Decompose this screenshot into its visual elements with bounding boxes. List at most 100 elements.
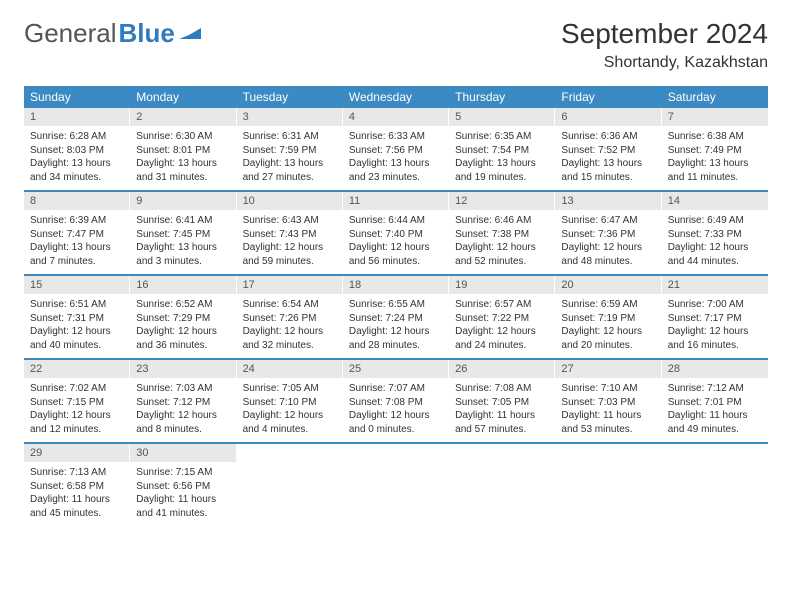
calendar-day: 11Sunrise: 6:44 AMSunset: 7:40 PMDayligh… bbox=[343, 192, 449, 274]
sunset-line: Sunset: 7:40 PM bbox=[349, 228, 443, 242]
day-body: Sunrise: 6:54 AMSunset: 7:26 PMDaylight:… bbox=[237, 294, 343, 358]
daylight-line: Daylight: 13 hours and 11 minutes. bbox=[668, 157, 762, 184]
sunrise-line: Sunrise: 6:39 AM bbox=[30, 214, 124, 228]
sunset-line: Sunset: 7:03 PM bbox=[561, 396, 655, 410]
sunrise-line: Sunrise: 7:07 AM bbox=[349, 382, 443, 396]
daylight-line: Daylight: 13 hours and 23 minutes. bbox=[349, 157, 443, 184]
sunset-line: Sunset: 7:15 PM bbox=[30, 396, 124, 410]
location-label: Shortandy, Kazakhstan bbox=[561, 54, 768, 72]
weekday-header-row: SundayMondayTuesdayWednesdayThursdayFrid… bbox=[24, 86, 768, 108]
sunset-line: Sunset: 7:05 PM bbox=[455, 396, 549, 410]
daylight-line: Daylight: 12 hours and 4 minutes. bbox=[243, 409, 337, 436]
sunset-line: Sunset: 7:52 PM bbox=[561, 144, 655, 158]
daylight-line: Daylight: 12 hours and 32 minutes. bbox=[243, 325, 337, 352]
day-body: Sunrise: 6:33 AMSunset: 7:56 PMDaylight:… bbox=[343, 126, 449, 190]
day-number: 28 bbox=[662, 360, 768, 378]
day-number: 5 bbox=[449, 108, 555, 126]
sunrise-line: Sunrise: 6:38 AM bbox=[668, 130, 762, 144]
calendar-day: 3Sunrise: 6:31 AMSunset: 7:59 PMDaylight… bbox=[237, 108, 343, 190]
sunset-line: Sunset: 7:08 PM bbox=[349, 396, 443, 410]
daylight-line: Daylight: 12 hours and 20 minutes. bbox=[561, 325, 655, 352]
calendar-day bbox=[343, 444, 449, 526]
calendar-day: 22Sunrise: 7:02 AMSunset: 7:15 PMDayligh… bbox=[24, 360, 130, 442]
day-body: Sunrise: 6:51 AMSunset: 7:31 PMDaylight:… bbox=[24, 294, 130, 358]
day-number: 30 bbox=[130, 444, 236, 462]
sunrise-line: Sunrise: 7:00 AM bbox=[668, 298, 762, 312]
day-number: 10 bbox=[237, 192, 343, 210]
day-number: 26 bbox=[449, 360, 555, 378]
calendar-day: 1Sunrise: 6:28 AMSunset: 8:03 PMDaylight… bbox=[24, 108, 130, 190]
sunrise-line: Sunrise: 6:44 AM bbox=[349, 214, 443, 228]
sunrise-line: Sunrise: 6:43 AM bbox=[243, 214, 337, 228]
daylight-line: Daylight: 12 hours and 24 minutes. bbox=[455, 325, 549, 352]
calendar-day bbox=[662, 444, 768, 526]
calendar-week: 22Sunrise: 7:02 AMSunset: 7:15 PMDayligh… bbox=[24, 360, 768, 444]
daylight-line: Daylight: 12 hours and 36 minutes. bbox=[136, 325, 230, 352]
daylight-line: Daylight: 12 hours and 48 minutes. bbox=[561, 241, 655, 268]
sunset-line: Sunset: 7:56 PM bbox=[349, 144, 443, 158]
calendar-day: 2Sunrise: 6:30 AMSunset: 8:01 PMDaylight… bbox=[130, 108, 236, 190]
sunset-line: Sunset: 7:31 PM bbox=[30, 312, 124, 326]
sunset-line: Sunset: 7:47 PM bbox=[30, 228, 124, 242]
calendar-day bbox=[449, 444, 555, 526]
day-number: 19 bbox=[449, 276, 555, 294]
sunrise-line: Sunrise: 6:59 AM bbox=[561, 298, 655, 312]
calendar-day: 27Sunrise: 7:10 AMSunset: 7:03 PMDayligh… bbox=[555, 360, 661, 442]
calendar-day: 20Sunrise: 6:59 AMSunset: 7:19 PMDayligh… bbox=[555, 276, 661, 358]
page-header: GeneralBlue September 2024 Shortandy, Ka… bbox=[24, 18, 768, 72]
sunrise-line: Sunrise: 6:33 AM bbox=[349, 130, 443, 144]
day-body: Sunrise: 7:15 AMSunset: 6:56 PMDaylight:… bbox=[130, 462, 236, 526]
day-body: Sunrise: 7:08 AMSunset: 7:05 PMDaylight:… bbox=[449, 378, 555, 442]
sunset-line: Sunset: 7:59 PM bbox=[243, 144, 337, 158]
day-body: Sunrise: 6:30 AMSunset: 8:01 PMDaylight:… bbox=[130, 126, 236, 190]
sunset-line: Sunset: 7:19 PM bbox=[561, 312, 655, 326]
weekday-header: Friday bbox=[555, 86, 661, 108]
sunrise-line: Sunrise: 7:08 AM bbox=[455, 382, 549, 396]
calendar-day: 23Sunrise: 7:03 AMSunset: 7:12 PMDayligh… bbox=[130, 360, 236, 442]
day-number: 8 bbox=[24, 192, 130, 210]
day-body: Sunrise: 7:07 AMSunset: 7:08 PMDaylight:… bbox=[343, 378, 449, 442]
sunset-line: Sunset: 7:54 PM bbox=[455, 144, 549, 158]
calendar-day: 16Sunrise: 6:52 AMSunset: 7:29 PMDayligh… bbox=[130, 276, 236, 358]
day-number: 23 bbox=[130, 360, 236, 378]
day-number: 1 bbox=[24, 108, 130, 126]
calendar-page: GeneralBlue September 2024 Shortandy, Ka… bbox=[0, 0, 792, 544]
calendar-day: 5Sunrise: 6:35 AMSunset: 7:54 PMDaylight… bbox=[449, 108, 555, 190]
calendar: SundayMondayTuesdayWednesdayThursdayFrid… bbox=[24, 86, 768, 526]
day-body: Sunrise: 7:02 AMSunset: 7:15 PMDaylight:… bbox=[24, 378, 130, 442]
sunrise-line: Sunrise: 6:41 AM bbox=[136, 214, 230, 228]
day-number: 2 bbox=[130, 108, 236, 126]
sunset-line: Sunset: 7:43 PM bbox=[243, 228, 337, 242]
calendar-day: 12Sunrise: 6:46 AMSunset: 7:38 PMDayligh… bbox=[449, 192, 555, 274]
daylight-line: Daylight: 12 hours and 16 minutes. bbox=[668, 325, 762, 352]
sunset-line: Sunset: 6:58 PM bbox=[30, 480, 124, 494]
sunset-line: Sunset: 7:12 PM bbox=[136, 396, 230, 410]
day-body: Sunrise: 7:05 AMSunset: 7:10 PMDaylight:… bbox=[237, 378, 343, 442]
day-body: Sunrise: 6:28 AMSunset: 8:03 PMDaylight:… bbox=[24, 126, 130, 190]
day-body: Sunrise: 6:36 AMSunset: 7:52 PMDaylight:… bbox=[555, 126, 661, 190]
day-body: Sunrise: 6:47 AMSunset: 7:36 PMDaylight:… bbox=[555, 210, 661, 274]
sunrise-line: Sunrise: 6:46 AM bbox=[455, 214, 549, 228]
day-body: Sunrise: 7:13 AMSunset: 6:58 PMDaylight:… bbox=[24, 462, 130, 526]
calendar-day: 15Sunrise: 6:51 AMSunset: 7:31 PMDayligh… bbox=[24, 276, 130, 358]
logo-flag-icon bbox=[179, 25, 201, 43]
day-number: 13 bbox=[555, 192, 661, 210]
day-number: 15 bbox=[24, 276, 130, 294]
sunrise-line: Sunrise: 7:15 AM bbox=[136, 466, 230, 480]
day-number: 14 bbox=[662, 192, 768, 210]
day-number: 21 bbox=[662, 276, 768, 294]
sunrise-line: Sunrise: 6:49 AM bbox=[668, 214, 762, 228]
sunset-line: Sunset: 7:17 PM bbox=[668, 312, 762, 326]
daylight-line: Daylight: 11 hours and 41 minutes. bbox=[136, 493, 230, 520]
sunset-line: Sunset: 7:26 PM bbox=[243, 312, 337, 326]
day-body: Sunrise: 6:59 AMSunset: 7:19 PMDaylight:… bbox=[555, 294, 661, 358]
day-body: Sunrise: 6:49 AMSunset: 7:33 PMDaylight:… bbox=[662, 210, 768, 274]
daylight-line: Daylight: 11 hours and 49 minutes. bbox=[668, 409, 762, 436]
day-body: Sunrise: 6:35 AMSunset: 7:54 PMDaylight:… bbox=[449, 126, 555, 190]
day-body: Sunrise: 7:00 AMSunset: 7:17 PMDaylight:… bbox=[662, 294, 768, 358]
sunrise-line: Sunrise: 7:03 AM bbox=[136, 382, 230, 396]
day-number: 16 bbox=[130, 276, 236, 294]
weekday-header: Monday bbox=[130, 86, 236, 108]
sunrise-line: Sunrise: 6:36 AM bbox=[561, 130, 655, 144]
day-body: Sunrise: 6:55 AMSunset: 7:24 PMDaylight:… bbox=[343, 294, 449, 358]
